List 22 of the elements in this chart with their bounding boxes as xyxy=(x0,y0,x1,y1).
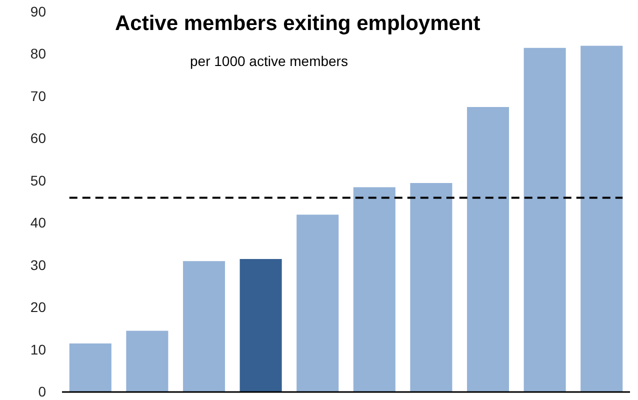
y-tick-label: 70 xyxy=(30,88,46,104)
y-tick-label: 40 xyxy=(30,214,46,231)
bar xyxy=(296,214,339,392)
y-tick-label: 20 xyxy=(30,299,46,316)
bar xyxy=(353,187,396,392)
bar xyxy=(240,259,282,392)
bar xyxy=(410,183,452,392)
bar xyxy=(69,343,112,392)
y-tick-label: 30 xyxy=(30,256,46,273)
bar xyxy=(524,48,566,392)
y-tick-label: 0 xyxy=(38,383,46,400)
chart-title: Active members exiting employment xyxy=(115,12,480,35)
y-tick-label: 80 xyxy=(30,46,46,62)
bar xyxy=(466,107,510,392)
text: per 1000 active members xyxy=(190,53,348,69)
bar xyxy=(580,46,623,392)
y-tick-label: 60 xyxy=(30,130,46,146)
y-tick-label: 10 xyxy=(30,341,46,358)
bar xyxy=(126,330,168,392)
y-tick-label: 50 xyxy=(30,172,46,188)
bar xyxy=(182,261,226,392)
y-tick-label: 90 xyxy=(30,3,46,20)
